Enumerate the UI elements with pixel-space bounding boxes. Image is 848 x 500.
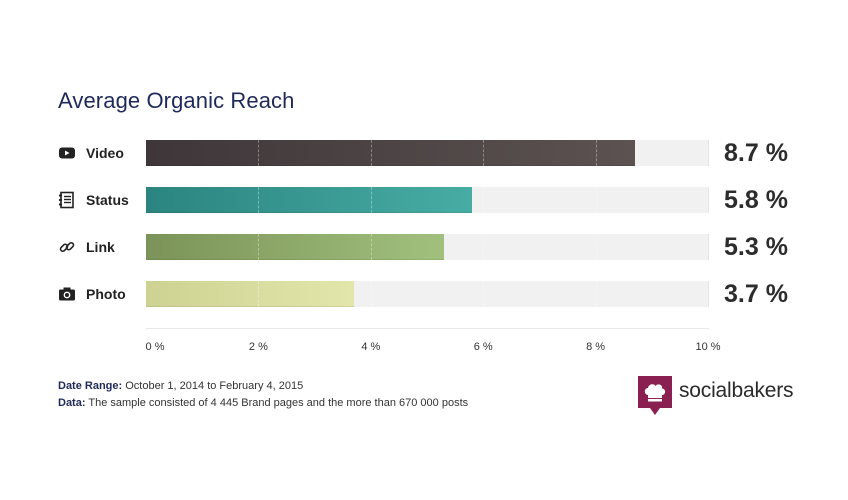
gridline bbox=[483, 281, 485, 307]
bar-track bbox=[146, 140, 709, 166]
link-icon bbox=[58, 238, 76, 256]
date-range-note: Date Range: October 1, 2014 to February … bbox=[58, 380, 303, 392]
socialbakers-logo: socialbakers bbox=[638, 376, 798, 416]
gridline bbox=[595, 140, 597, 166]
value-label: 5.3 % bbox=[724, 233, 788, 261]
category-label: Status bbox=[86, 192, 129, 208]
category-label: Photo bbox=[86, 286, 126, 302]
bar-link bbox=[146, 234, 444, 260]
gridline bbox=[483, 187, 485, 213]
gridline bbox=[370, 234, 372, 260]
gridline bbox=[258, 140, 260, 166]
gridline bbox=[370, 187, 372, 213]
gridline bbox=[370, 281, 372, 307]
photo-icon bbox=[58, 285, 76, 303]
x-tick-label: 8 % bbox=[586, 341, 606, 353]
bar-row-video: Video 8.7 % bbox=[0, 139, 848, 167]
x-tick-label: 2 % bbox=[248, 341, 268, 353]
bar-row-status: Status 5.8 % bbox=[0, 186, 848, 214]
bar-status bbox=[146, 187, 472, 213]
value-label: 8.7 % bbox=[724, 139, 788, 167]
gridline bbox=[483, 234, 485, 260]
x-tick-label: 4 % bbox=[361, 341, 381, 353]
data-value: The sample consisted of 4 445 Brand page… bbox=[88, 397, 469, 409]
status-icon bbox=[58, 191, 76, 209]
gridline bbox=[595, 281, 597, 307]
date-range-label: Date Range: bbox=[58, 380, 123, 392]
category-label: Video bbox=[86, 145, 124, 161]
bar-row-photo: Photo 3.7 % bbox=[0, 280, 848, 308]
data-source-note: Data: The sample consisted of 4 445 Bran… bbox=[58, 397, 468, 409]
gridline bbox=[595, 187, 597, 213]
x-axis-line bbox=[146, 328, 709, 329]
bar-photo bbox=[146, 281, 354, 307]
bar-video bbox=[146, 140, 635, 166]
bar-track bbox=[146, 281, 709, 307]
x-tick-label: 6 % bbox=[473, 341, 493, 353]
gridline bbox=[258, 234, 260, 260]
chart-title: Average Organic Reach bbox=[58, 88, 295, 113]
brand-name: socialbakers bbox=[679, 379, 794, 402]
chef-hat-icon bbox=[638, 376, 672, 415]
x-tick-label: 10 % bbox=[695, 341, 721, 353]
gridline bbox=[258, 187, 260, 213]
date-range-value: October 1, 2014 to February 4, 2015 bbox=[125, 380, 304, 392]
value-label: 3.7 % bbox=[724, 280, 788, 308]
gridline bbox=[483, 140, 485, 166]
bar-track bbox=[146, 187, 709, 213]
video-icon bbox=[58, 144, 76, 162]
x-tick-label: 0 % bbox=[145, 341, 165, 353]
data-label: Data: bbox=[58, 397, 86, 409]
gridline bbox=[370, 140, 372, 166]
gridline bbox=[258, 281, 260, 307]
value-label: 5.8 % bbox=[724, 186, 788, 214]
category-label: Link bbox=[86, 239, 115, 255]
bar-row-link: Link 5.3 % bbox=[0, 233, 848, 261]
bar-track bbox=[146, 234, 709, 260]
gridline bbox=[595, 234, 597, 260]
